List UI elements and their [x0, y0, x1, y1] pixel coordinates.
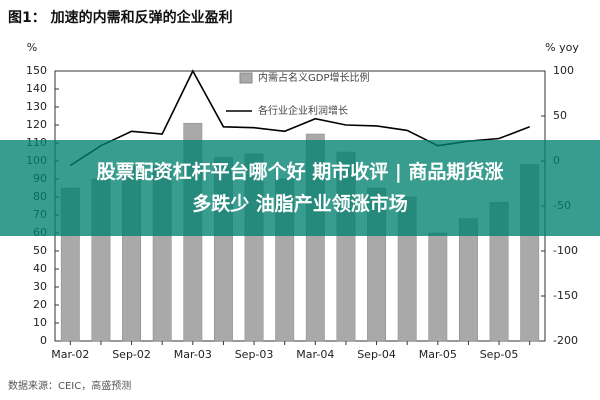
source: 数据来源：CEIC，高盛预测	[8, 379, 131, 392]
x-tick-label: Mar-02	[51, 348, 89, 361]
x-tick-label: Mar-03	[174, 348, 212, 361]
y-tick-label: 0	[40, 334, 47, 347]
bar	[459, 218, 478, 342]
y-axis-label: %	[27, 41, 37, 54]
x-tick-label: Sep-03	[235, 348, 274, 361]
y-tick-label: 140	[26, 82, 47, 95]
x-tick-label: Mar-04	[296, 348, 334, 361]
y2-tick-label: -200	[553, 334, 578, 347]
y2-tick-label: -100	[553, 244, 578, 257]
x-tick-label: Mar-05	[419, 348, 457, 361]
legend-label: 各行业企业利润增长	[258, 104, 348, 117]
overlay-banner: 股票配资杠杆平台哪个好 期市收评 | 商品期货涨 多跌少 油脂产业领涨市场	[0, 140, 600, 236]
y-tick-label: 120	[26, 118, 47, 131]
y2-tick-label: 100	[553, 64, 574, 77]
y-tick-label: 130	[26, 100, 47, 113]
x-tick-label: Sep-05	[480, 348, 519, 361]
chart-title: 图1： 加速的内需和反弹的企业盈利	[8, 9, 233, 26]
legend-label: 内需占名义GDP增长比例	[258, 71, 369, 84]
y-tick-label: 40	[33, 262, 47, 275]
y2-axis-label: % yoy	[545, 41, 579, 54]
bar	[428, 232, 448, 342]
y-tick-label: 150	[26, 64, 47, 77]
x-tick-label: Sep-02	[112, 348, 151, 361]
y2-tick-label: -150	[553, 289, 578, 302]
overlay-line: 股票配资杠杆平台哪个好 期市收评 | 商品期货涨	[96, 161, 504, 183]
x-tick-label: Sep-04	[357, 348, 396, 361]
y-tick-label: 10	[33, 316, 47, 329]
legend-swatch	[239, 72, 253, 84]
y-tick-label: 50	[33, 244, 47, 257]
overlay-line: 多跌少 油脂产业领涨市场	[192, 193, 408, 215]
y2-tick-label: 50	[553, 109, 567, 122]
y-tick-label: 20	[33, 298, 47, 311]
y-tick-label: 30	[33, 280, 47, 293]
